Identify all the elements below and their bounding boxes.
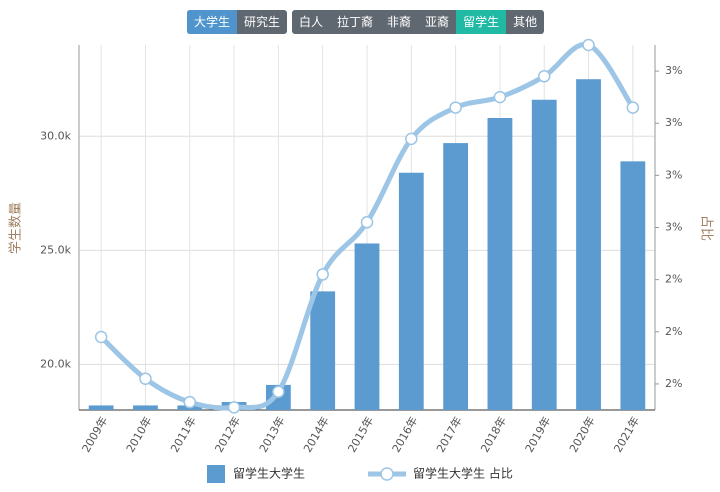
- y2-tick-label: 2%: [665, 377, 682, 390]
- bar: [620, 161, 646, 410]
- x-tick-label: 2018年: [477, 414, 509, 455]
- line-point: [94, 330, 108, 344]
- y-tick-label: 20.0k: [40, 357, 71, 370]
- bar: [310, 291, 336, 410]
- legend-swatch: [207, 465, 225, 483]
- filter-button[interactable]: 大学生: [187, 10, 238, 34]
- legend-swatch: [380, 467, 394, 481]
- group-buttons: 白人 拉丁裔 非裔 亚裔 留学生 其他: [292, 10, 545, 34]
- x-tick-label: 2014年: [300, 414, 332, 455]
- line-point: [272, 385, 285, 398]
- filter-button[interactable]: 拉丁裔: [337, 15, 374, 29]
- line-point: [582, 38, 595, 52]
- filter-button[interactable]: 亚裔: [425, 15, 450, 29]
- x-tick-label: 2015年: [345, 414, 377, 455]
- y2-tick-label: 3%: [665, 221, 682, 234]
- x-tick-label: 2012年: [212, 414, 244, 455]
- bar: [576, 79, 601, 410]
- bar: [88, 405, 114, 410]
- line-point: [139, 372, 152, 385]
- y-tick-label: 30.0k: [40, 129, 71, 142]
- line-point: [493, 90, 507, 104]
- line-point: [183, 395, 197, 409]
- line-point: [227, 401, 241, 414]
- bar: [133, 405, 158, 410]
- level-buttons: 大学生 研究生: [187, 10, 288, 34]
- line-point: [405, 132, 418, 146]
- bar: [354, 243, 380, 410]
- line-point: [360, 216, 374, 229]
- bar: [531, 99, 557, 410]
- line-point: [626, 101, 640, 114]
- x-tick-label: 2017年: [433, 414, 465, 455]
- line-point: [316, 268, 329, 281]
- y-axis-title: 学生数量: [8, 202, 24, 254]
- x-tick-label: 2010年: [123, 414, 155, 455]
- x-tick-label: 2021年: [610, 414, 642, 455]
- y-tick-label: 25.0k: [40, 243, 71, 256]
- x-tick-label: 2013年: [256, 414, 288, 455]
- filter-button[interactable]: 非裔: [387, 15, 412, 29]
- filter-button[interactable]: 留学生: [456, 10, 507, 34]
- y2-tick-label: 2%: [665, 325, 682, 338]
- filter-button[interactable]: 研究生: [244, 15, 281, 29]
- bar: [398, 172, 424, 410]
- legend-label: 留学生大学生 占比: [413, 466, 513, 481]
- x-tick-label: 2019年: [522, 414, 554, 455]
- y2-tick-label: 3%: [665, 64, 682, 77]
- bar: [443, 143, 469, 410]
- x-tick-label: 2009年: [79, 414, 111, 455]
- x-tick-label: 2020年: [566, 414, 598, 455]
- line-point: [449, 101, 462, 114]
- y2-tick-label: 3%: [665, 116, 682, 129]
- x-tick-label: 2011年: [167, 414, 199, 455]
- bar: [487, 118, 513, 410]
- legend-label: 留学生大学生: [233, 466, 305, 481]
- filter-button[interactable]: 白人: [299, 15, 324, 29]
- y2-tick-label: 2%: [665, 273, 682, 286]
- x-tick-label: 2016年: [389, 414, 421, 455]
- y2-tick-label: 3%: [665, 168, 682, 181]
- filter-button[interactable]: 其他: [513, 15, 538, 29]
- y2-axis-title: 占比: [699, 215, 714, 241]
- line-point: [537, 70, 551, 83]
